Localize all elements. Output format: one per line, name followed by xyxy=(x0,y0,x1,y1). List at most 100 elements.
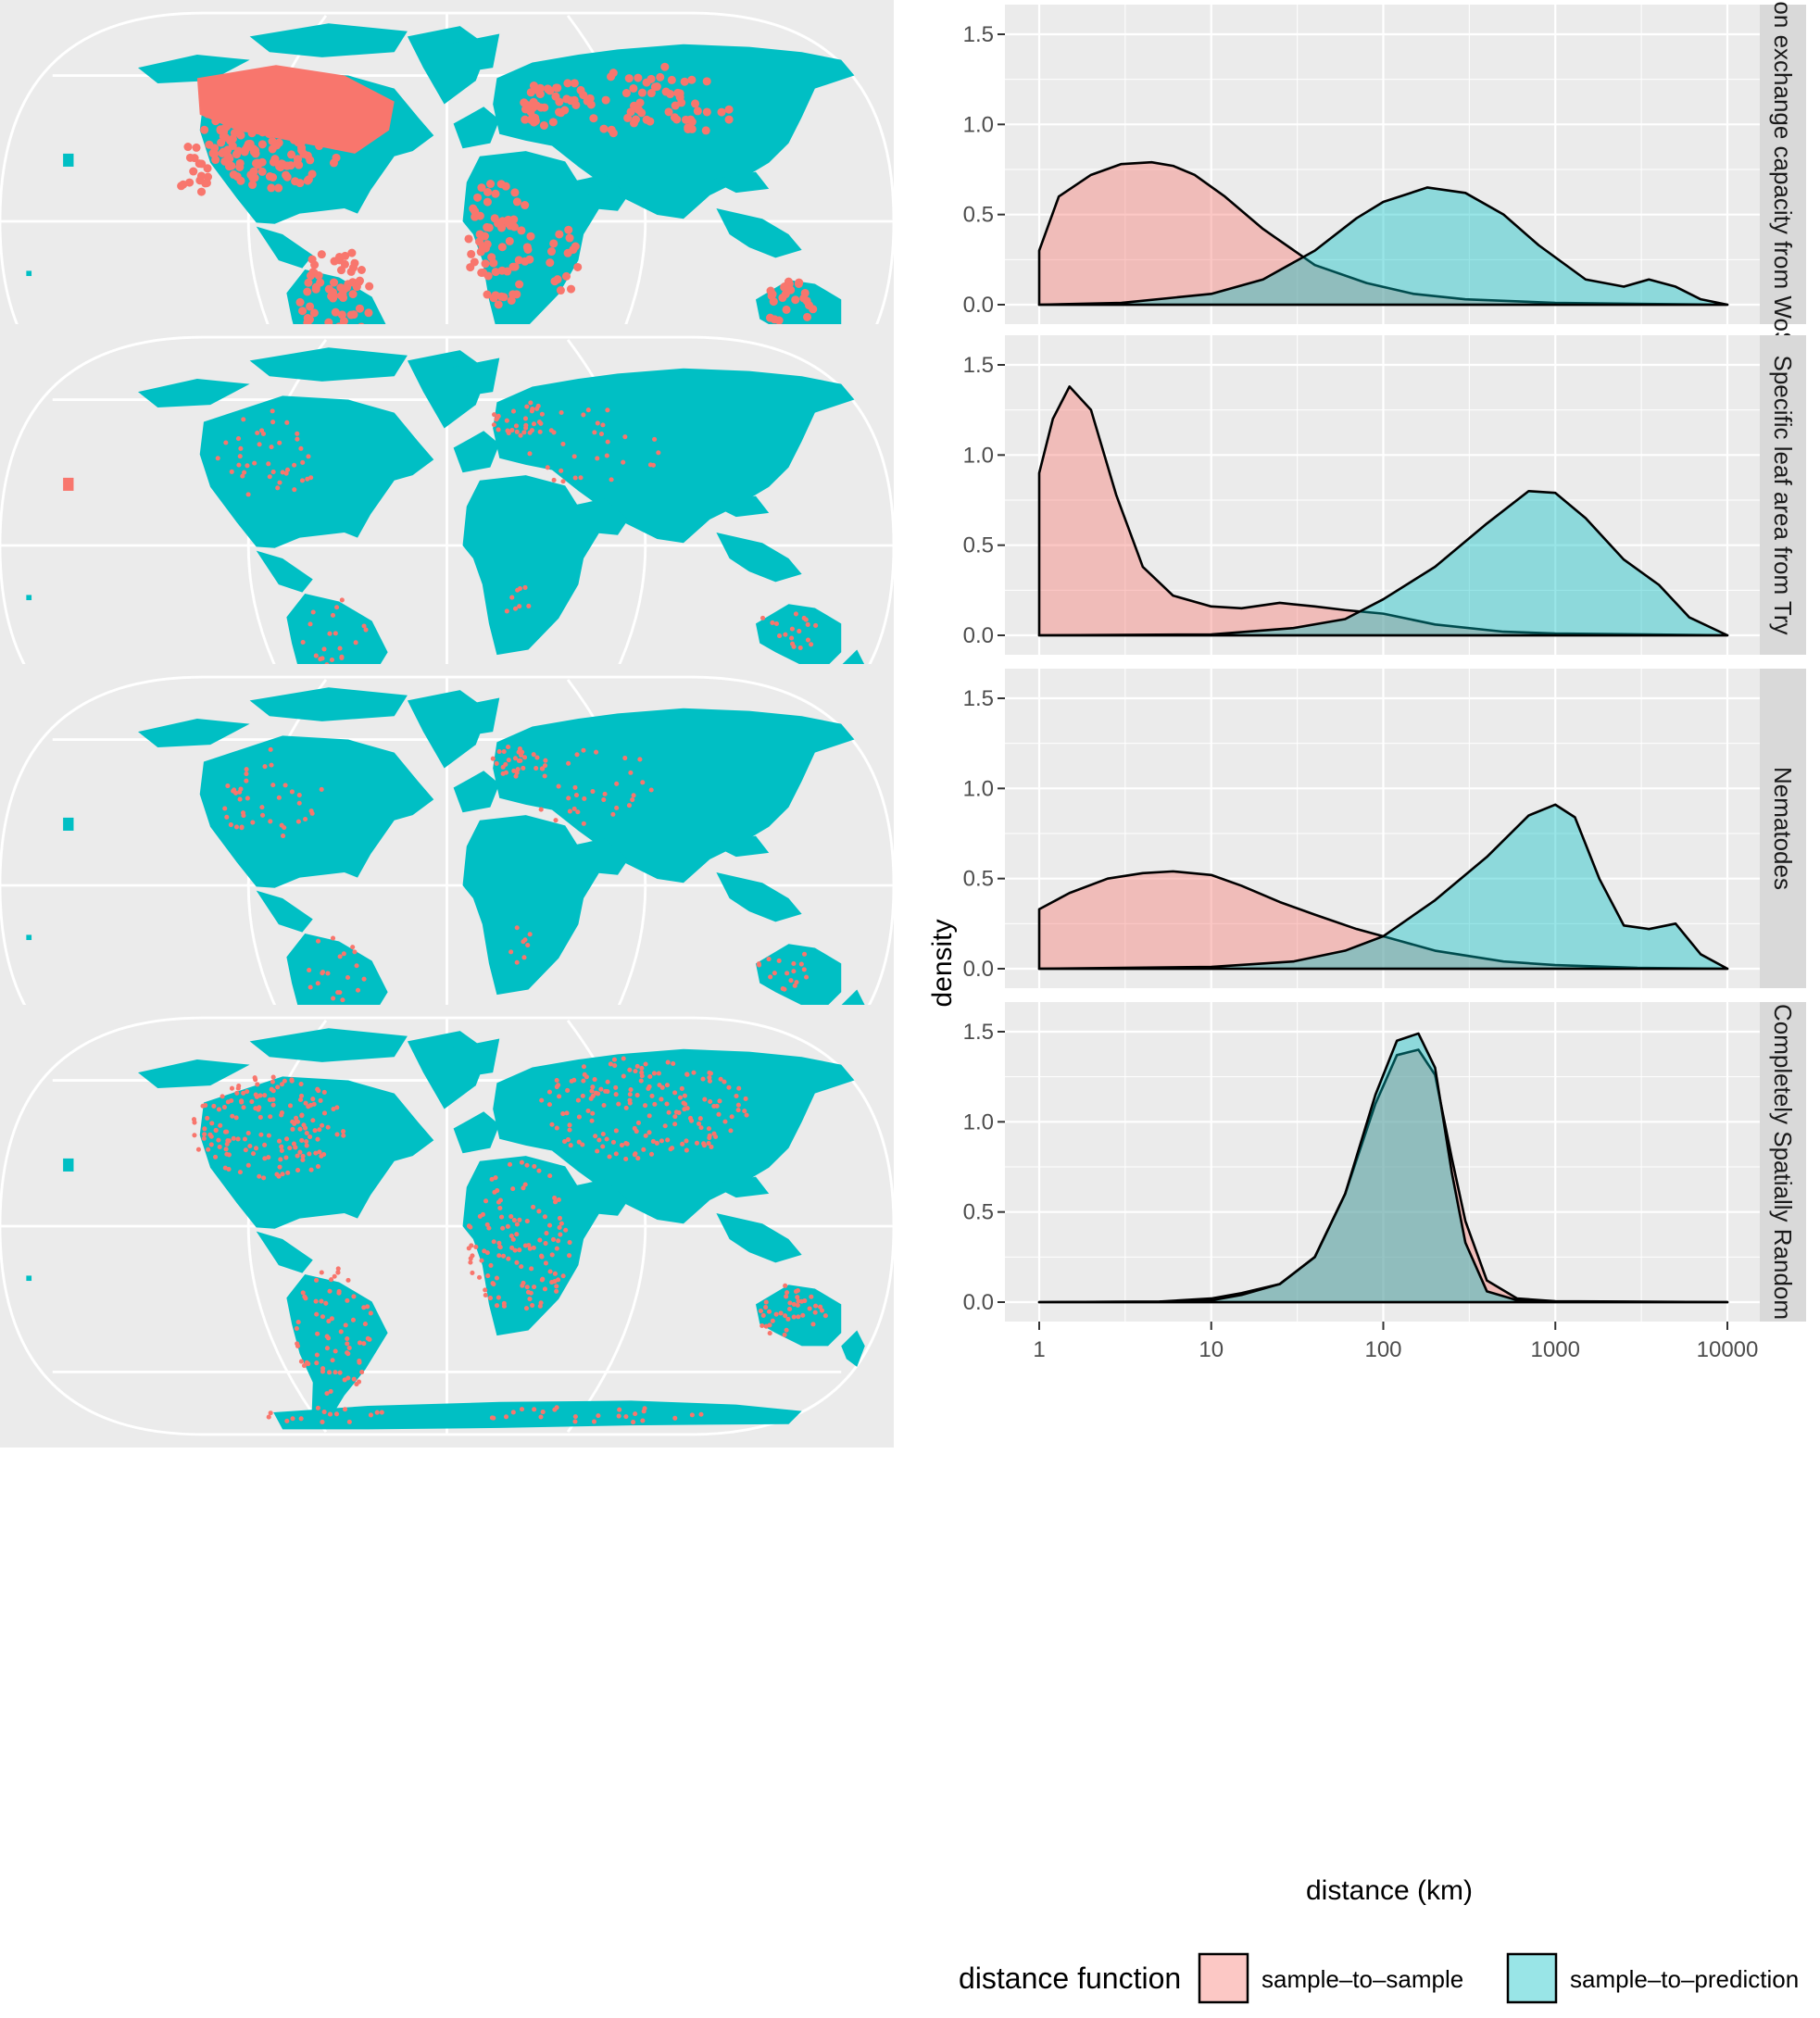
sample-point xyxy=(206,1147,211,1152)
sample-point xyxy=(489,1415,495,1421)
sample-point xyxy=(349,310,358,320)
sample-point xyxy=(657,1083,662,1088)
sample-point xyxy=(614,781,620,786)
sample-point xyxy=(244,778,249,783)
sample-point xyxy=(642,78,651,87)
sample-point xyxy=(257,1105,262,1110)
sample-point xyxy=(531,1245,536,1250)
sample-point xyxy=(607,125,616,134)
sample-point xyxy=(336,1290,342,1296)
sample-point xyxy=(297,1126,303,1132)
sample-point xyxy=(339,294,348,303)
sample-point xyxy=(783,1313,788,1319)
legend-key-sample-to-prediction xyxy=(1506,1952,1558,2004)
sample-point xyxy=(791,960,797,967)
land-mass xyxy=(26,270,32,277)
land-mass xyxy=(256,550,313,593)
sample-point xyxy=(523,101,533,110)
land-mass xyxy=(453,1111,500,1154)
sample-point xyxy=(468,1260,473,1265)
sample-point xyxy=(480,1211,486,1217)
sample-point xyxy=(505,236,514,245)
sample-point xyxy=(517,1217,522,1222)
sample-point xyxy=(786,1306,793,1312)
sample-point xyxy=(308,621,313,627)
sample-point xyxy=(496,427,501,432)
land-mass xyxy=(709,1176,770,1198)
sample-point xyxy=(266,461,271,467)
sample-point xyxy=(533,101,542,110)
land-mass xyxy=(493,368,855,544)
sample-point xyxy=(223,1147,229,1152)
sample-point xyxy=(524,1285,530,1290)
sample-point xyxy=(801,967,807,972)
sample-point xyxy=(483,187,493,196)
sample-point xyxy=(510,188,520,197)
x-tick-label: 10 xyxy=(1199,1337,1224,1362)
sample-point xyxy=(257,1114,263,1120)
sample-point xyxy=(504,418,509,423)
sample-point xyxy=(536,1209,542,1214)
sample-point xyxy=(556,1197,561,1203)
sample-point xyxy=(607,72,616,81)
sample-point xyxy=(810,1322,816,1327)
sample-point xyxy=(334,1132,340,1137)
sample-point xyxy=(346,1345,352,1351)
sample-point xyxy=(483,1292,488,1298)
sample-point xyxy=(510,262,520,271)
sample-point xyxy=(734,1093,739,1099)
sample-point xyxy=(724,115,734,124)
sample-point xyxy=(722,1079,727,1084)
sample-point xyxy=(283,470,289,476)
sample-point xyxy=(585,94,595,103)
sample-point xyxy=(599,124,609,133)
sample-point xyxy=(592,1077,597,1083)
sample-point xyxy=(197,159,207,169)
sample-point xyxy=(793,1288,799,1295)
sample-point xyxy=(676,1109,682,1115)
sample-point xyxy=(665,1137,671,1143)
sample-point xyxy=(693,107,702,116)
sample-point xyxy=(329,158,338,168)
sample-point xyxy=(213,1127,219,1133)
sample-point xyxy=(547,1269,553,1274)
sample-point xyxy=(666,1109,672,1115)
sample-point xyxy=(216,1107,222,1112)
sample-point xyxy=(662,1123,668,1129)
sample-point xyxy=(639,1065,645,1071)
sample-point xyxy=(241,1090,246,1096)
sample-point xyxy=(610,1139,617,1145)
sample-point xyxy=(295,436,300,442)
sample-point xyxy=(505,428,510,433)
sample-point xyxy=(560,479,566,484)
sample-point xyxy=(571,100,581,109)
y-tick-label: 1.5 xyxy=(963,353,994,378)
sample-point xyxy=(722,1119,728,1124)
land-mass xyxy=(63,477,74,491)
sample-point xyxy=(556,286,565,295)
sample-point xyxy=(791,1301,797,1307)
sample-point xyxy=(559,409,564,416)
sample-point xyxy=(621,1056,626,1061)
sample-point xyxy=(470,1270,475,1275)
sample-point xyxy=(334,1105,340,1110)
sample-point xyxy=(605,439,610,445)
sample-point xyxy=(552,1271,558,1276)
sample-point xyxy=(782,1332,787,1337)
sample-point xyxy=(560,441,566,447)
sample-point xyxy=(759,1322,765,1329)
sample-point xyxy=(509,1245,515,1250)
sample-point xyxy=(489,294,498,303)
density-area-sample-to-sample xyxy=(1037,160,1729,307)
sample-point xyxy=(332,1273,337,1279)
sample-point xyxy=(473,1244,479,1249)
sample-point xyxy=(269,762,274,768)
sample-point xyxy=(528,400,533,406)
sample-point xyxy=(245,796,250,801)
sample-point xyxy=(326,1335,332,1341)
sample-point xyxy=(681,115,691,124)
sample-point xyxy=(213,1154,219,1159)
sample-point xyxy=(483,271,493,281)
sample-point xyxy=(300,1290,306,1296)
sample-point xyxy=(707,1133,712,1138)
